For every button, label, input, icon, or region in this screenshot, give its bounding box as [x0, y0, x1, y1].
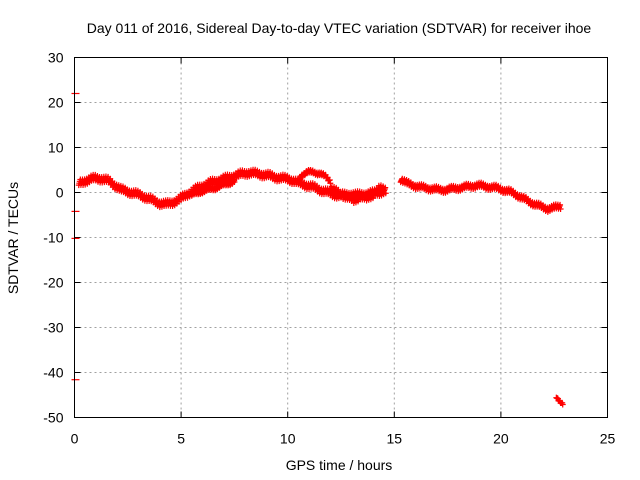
data-points: [71, 92, 566, 408]
x-tick-label: 15: [387, 431, 403, 447]
y-tick-label: 20: [48, 95, 64, 111]
x-axis-label: GPS time / hours: [286, 457, 393, 473]
x-tick-label: 20: [493, 431, 509, 447]
x-tick-label: 5: [177, 431, 185, 447]
y-axis-label: SDTVAR / TECUs: [5, 182, 21, 294]
y-tick-label: 0: [56, 185, 64, 201]
grid: [74, 57, 608, 418]
y-tick-label: -30: [43, 320, 63, 336]
data-point: [327, 180, 334, 187]
y-tick-label: -20: [43, 275, 63, 291]
data-point: [559, 401, 566, 408]
x-tick-label: 0: [71, 431, 79, 447]
y-tick-label: 10: [48, 140, 64, 156]
data-point: [382, 184, 389, 191]
plot-frame: [74, 57, 608, 418]
data-point: [382, 190, 389, 197]
data-point: [231, 178, 238, 185]
y-tick-label: -10: [43, 230, 63, 246]
data-point: [557, 205, 564, 212]
x-tick-label: 25: [600, 431, 616, 447]
ticks: 30 20 10 0 -10 -20 -30 -40 -50 0 5 10 15 20 25: [43, 50, 615, 447]
x-tick-label: 10: [280, 431, 296, 447]
chart-title: Day 011 of 2016, Sidereal Day-to-day VTE…: [87, 20, 592, 36]
y-tick-label: 30: [48, 50, 64, 66]
y-tick-label: -50: [43, 410, 63, 426]
y-tick-label: -40: [43, 365, 63, 381]
